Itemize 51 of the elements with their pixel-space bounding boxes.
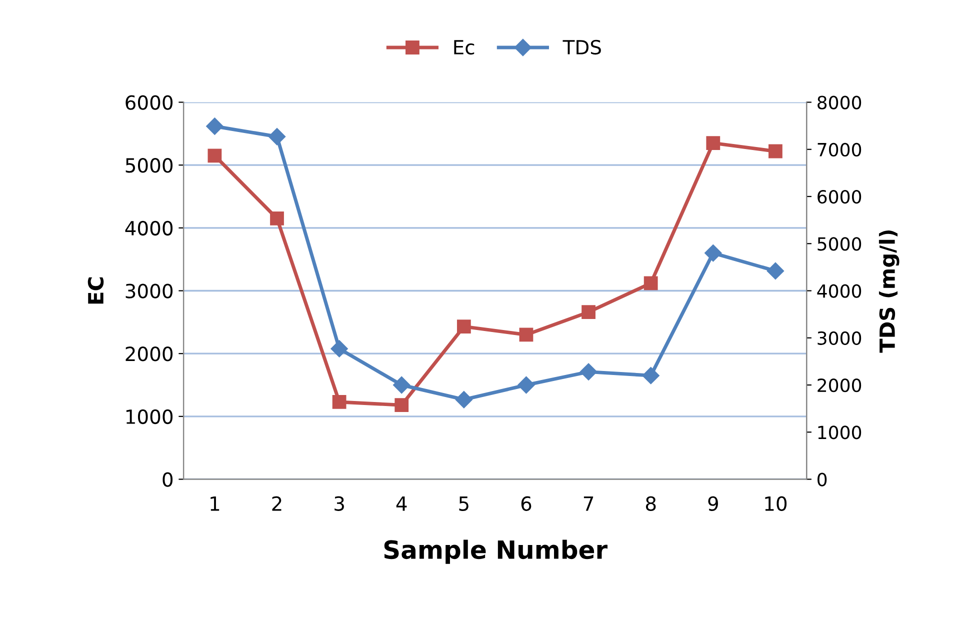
y2-axis-title: TDS (mg/l) (878, 230, 900, 353)
y2-tick-label: 5000 (818, 237, 862, 251)
point (208, 148, 222, 163)
y2-tick-label: 6000 (818, 190, 862, 204)
point (766, 262, 784, 280)
y2-tick-label: 4000 (817, 284, 862, 298)
x-tick-label: 2 (272, 496, 282, 511)
y-tick-label: 0 (162, 472, 173, 487)
point (768, 144, 782, 158)
y2-tick-label: 1000 (818, 426, 862, 440)
y2-tick-label: 2000 (818, 378, 862, 392)
point (270, 212, 284, 226)
x-tick-label: 5 (459, 496, 468, 511)
point (268, 128, 286, 146)
y-tick-label: 3000 (126, 284, 173, 298)
y2-tick-label: 3000 (818, 331, 862, 345)
x-tick-label: 8 (646, 496, 656, 511)
x-axis-title: Sample Number (384, 540, 608, 564)
legend-label: TDS (562, 40, 601, 55)
point (206, 118, 224, 135)
point (704, 244, 722, 262)
y2-tick-label: 8000 (818, 96, 862, 110)
x-tick-label: 1 (210, 496, 220, 511)
point (644, 276, 658, 290)
x-tick-label: 7 (584, 496, 594, 511)
y2-tick-label: 7000 (818, 142, 862, 156)
legend-label: Ec (454, 40, 474, 55)
point (394, 398, 409, 412)
point (456, 320, 471, 334)
y-tick-label: 1000 (126, 409, 173, 424)
point (518, 376, 535, 394)
y-tick-label: 5000 (126, 158, 173, 173)
point (519, 328, 534, 342)
point (332, 395, 346, 409)
y-tick-label: 2000 (126, 346, 173, 362)
point (582, 305, 596, 320)
point (580, 363, 598, 380)
point (642, 367, 660, 384)
x-tick-label: 3 (334, 496, 344, 511)
x-tick-label: 9 (708, 496, 718, 511)
y-axis-title: EC (88, 277, 104, 304)
x-tick-label: 4 (396, 496, 407, 511)
y-tick-label: 6000 (126, 95, 173, 110)
point (706, 136, 720, 150)
y-tick-label: 4000 (125, 220, 173, 236)
x-tick-label: 10 (765, 496, 787, 511)
point (393, 376, 410, 394)
point (330, 340, 348, 358)
point (455, 391, 472, 408)
y2-tick-label: 0 (818, 472, 827, 486)
x-tick-label: 6 (521, 496, 532, 511)
